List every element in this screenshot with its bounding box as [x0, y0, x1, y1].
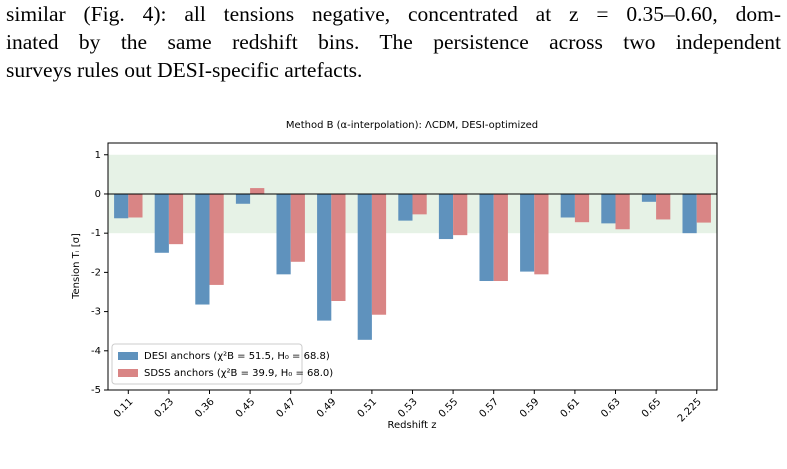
bar [154, 193, 169, 253]
bar [615, 193, 630, 230]
x-tick-label: 0.53 [396, 396, 420, 420]
x-tick-label: 0.49 [315, 396, 339, 420]
y-axis-label: Tension Tᵢ [σ] [71, 233, 82, 300]
bar [601, 193, 616, 224]
bar [250, 188, 265, 194]
bar [682, 193, 697, 234]
bar [209, 193, 224, 285]
bar [128, 193, 143, 218]
x-tick-label: 0.61 [559, 396, 583, 420]
bar [412, 193, 427, 215]
x-tick-label: 0.45 [234, 396, 258, 420]
x-tick-label: 0.65 [640, 396, 664, 420]
x-tick-label: 0.55 [437, 396, 461, 420]
legend-swatch [118, 352, 138, 360]
chart-title: Method B (α-interpolation): ΛCDM, DESI-o… [286, 120, 538, 131]
bar [331, 193, 346, 302]
x-axis-label: Redshift z [387, 420, 436, 431]
x-tick-label: 0.51 [356, 396, 380, 420]
legend-box [111, 343, 303, 385]
y-tick-label: 1 [95, 150, 101, 161]
bar [560, 193, 575, 218]
y-tick-label: -5 [91, 385, 101, 396]
x-tick-label: 0.57 [477, 396, 501, 420]
bar [493, 193, 508, 282]
bar [371, 193, 387, 315]
x-tick-label: 0.47 [274, 396, 298, 420]
y-tick-label: 0 [95, 189, 101, 200]
y-tick-label: -1 [91, 228, 101, 239]
bar [290, 193, 305, 262]
bar [195, 193, 210, 305]
paragraph: similar (Fig. 4): all tensions negative,… [6, 0, 781, 84]
text-line: surveys rules out DESI-specific artefact… [6, 58, 363, 82]
bar [453, 193, 468, 236]
text-line: inated by the same redshift bins. The pe… [6, 30, 781, 54]
x-tick-label: 0.36 [193, 396, 217, 420]
bar [479, 193, 494, 282]
text-line: similar (Fig. 4): all tensions negative,… [6, 2, 781, 26]
legend-label: DESI anchors (χ²B = 51.5, H₀ = 68.8) [144, 351, 330, 362]
x-tick-label: 2.225 [676, 396, 704, 424]
bar [641, 193, 657, 202]
y-tick-label: -2 [91, 267, 101, 278]
bar [574, 193, 590, 223]
bar [235, 193, 251, 204]
bar [317, 193, 332, 321]
y-tick-label: -4 [91, 346, 101, 357]
bar [357, 193, 372, 340]
bar [534, 193, 549, 275]
x-tick-label: 0.11 [112, 396, 136, 420]
x-tick-label: 0.23 [153, 396, 177, 420]
bar [438, 193, 454, 240]
legend-label: SDSS anchors (χ²B = 39.9, H₀ = 68.0) [144, 368, 333, 379]
x-tick-label: 0.63 [599, 396, 623, 420]
y-tick-label: -3 [91, 307, 101, 318]
bar [168, 193, 184, 245]
x-tick-label: 0.59 [518, 396, 542, 420]
bar [696, 193, 711, 223]
bar [656, 193, 671, 220]
bar [276, 193, 291, 275]
bar [398, 193, 413, 221]
bar [114, 193, 129, 219]
legend-swatch [118, 369, 138, 377]
plot-frame [107, 142, 718, 391]
bar [520, 193, 535, 272]
